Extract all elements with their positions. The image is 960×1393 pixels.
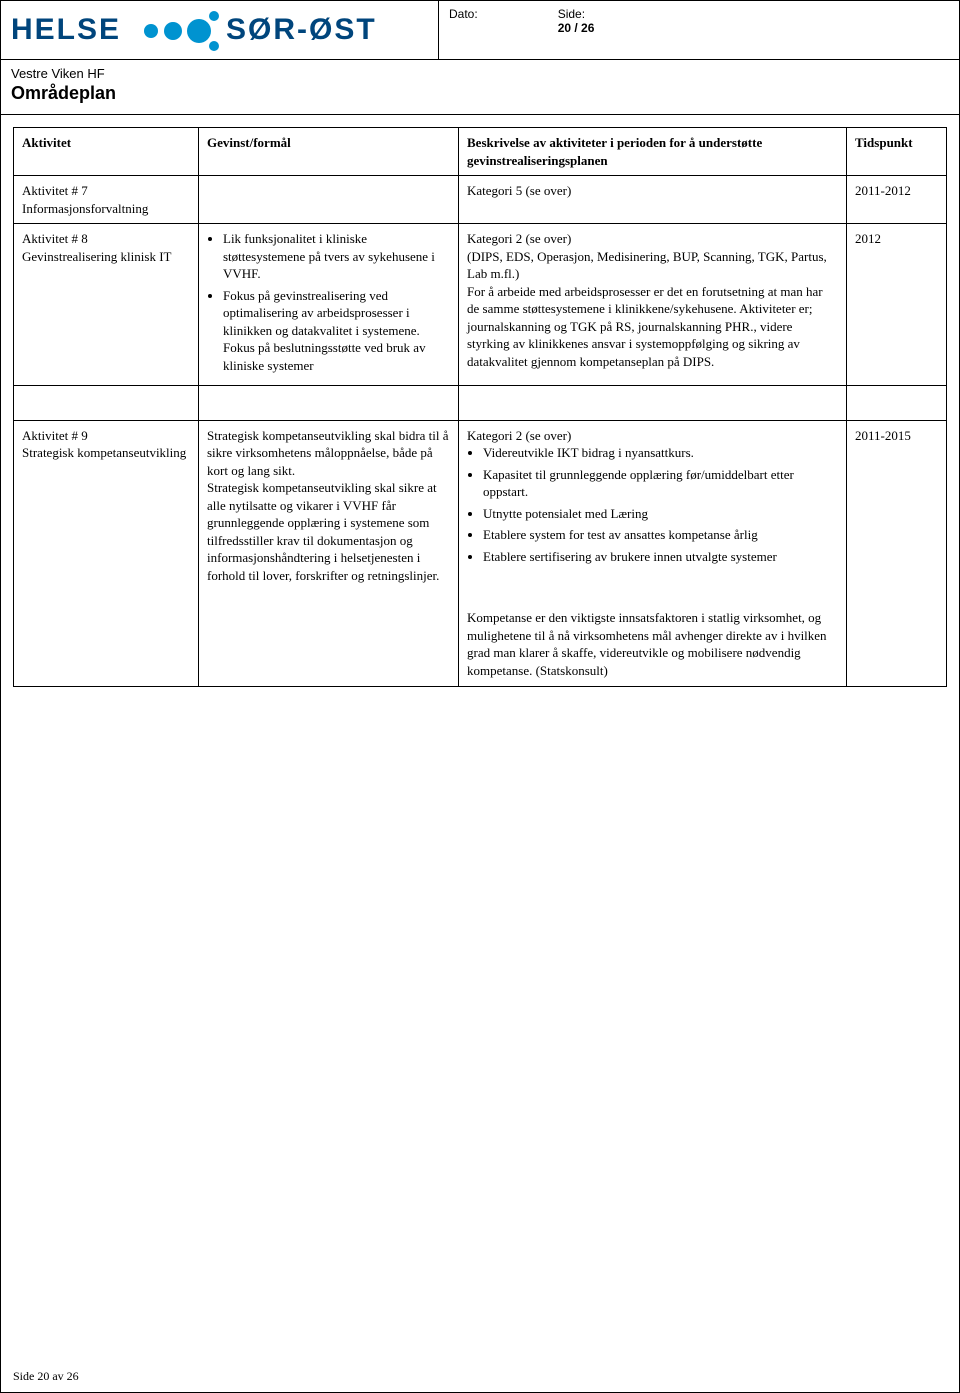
page-container: HELSE SØR-ØST Dato: Side: 20 / 26 Vestre… bbox=[0, 0, 960, 1393]
header-row: HELSE SØR-ØST Dato: Side: 20 / 26 bbox=[1, 1, 959, 60]
th-beskrivelse: Beskrivelse av aktiviteter i perioden fo… bbox=[459, 128, 847, 176]
svg-text:SØR-ØST: SØR-ØST bbox=[226, 13, 377, 46]
list-item: Videreutvikle IKT bidrag i nyansattkurs. bbox=[483, 444, 838, 462]
helse-sor-ost-logo: HELSE SØR-ØST bbox=[11, 9, 401, 51]
svg-text:HELSE: HELSE bbox=[11, 13, 121, 46]
th-aktivitet: Aktivitet bbox=[14, 128, 199, 176]
cell-r2-c4: 2012 bbox=[847, 224, 947, 385]
list-item: Fokus på gevinstrealisering ved optimali… bbox=[223, 287, 450, 375]
activity-table: Aktivitet Gevinst/formål Beskrivelse av … bbox=[13, 127, 947, 687]
cell-r3-c4: 2011-2015 bbox=[847, 420, 947, 686]
table-row: Aktivitet # 7 Informasjonsforvaltning Ka… bbox=[14, 176, 947, 224]
cell-r1-c4: 2011-2012 bbox=[847, 176, 947, 224]
cell-r3-c2: Strategisk kompetanseutvikling skal bidr… bbox=[199, 420, 459, 686]
dato-label: Dato: bbox=[449, 7, 478, 21]
list-item: Lik funksjonalitet i kliniske støttesyst… bbox=[223, 230, 450, 283]
org-row: Vestre Viken HF Områdeplan bbox=[1, 60, 959, 115]
list-item: Etablere system for test av ansattes kom… bbox=[483, 526, 838, 544]
table-row: Aktivitet # 9 Strategisk kompetanseutvik… bbox=[14, 420, 947, 686]
table-header-row: Aktivitet Gevinst/formål Beskrivelse av … bbox=[14, 128, 947, 176]
org-name: Vestre Viken HF bbox=[11, 66, 949, 81]
competence-tail: Kompetanse er den viktigste innsatsfakto… bbox=[467, 609, 838, 679]
cell-r3-c3: Kategori 2 (se over) Videreutvikle IKT b… bbox=[459, 420, 847, 686]
side-label: Side: bbox=[558, 7, 595, 21]
page-footer: Side 20 av 26 bbox=[1, 1363, 959, 1392]
cell-r1-c2 bbox=[199, 176, 459, 224]
kategori-label: Kategori 2 (se over) bbox=[467, 427, 838, 445]
doc-title: Områdeplan bbox=[11, 83, 949, 104]
list-item: Etablere sertifisering av brukere innen … bbox=[483, 548, 838, 566]
cell-r1-c3: Kategori 5 (se over) bbox=[459, 176, 847, 224]
th-gevinst: Gevinst/formål bbox=[199, 128, 459, 176]
side-value: 20 / 26 bbox=[558, 21, 595, 35]
cell-r2-c2: Lik funksjonalitet i kliniske støttesyst… bbox=[199, 224, 459, 385]
spacer-row bbox=[14, 385, 947, 420]
th-tidspunkt: Tidspunkt bbox=[847, 128, 947, 176]
cell-r3-c1: Aktivitet # 9 Strategisk kompetanseutvik… bbox=[14, 420, 199, 686]
cell-r2-c3: Kategori 2 (se over) (DIPS, EDS, Operasj… bbox=[459, 224, 847, 385]
table-row: Aktivitet # 8 Gevinstrealisering klinisk… bbox=[14, 224, 947, 385]
list-item: Utnytte potensialet med Læring bbox=[483, 505, 838, 523]
list-item: Kapasitet til grunnleggende opplæring fø… bbox=[483, 466, 838, 501]
content-area: Aktivitet Gevinst/formål Beskrivelse av … bbox=[1, 115, 959, 1363]
header-meta: Dato: Side: 20 / 26 bbox=[439, 1, 959, 59]
logo-cell: HELSE SØR-ØST bbox=[1, 1, 439, 59]
cell-r1-c1: Aktivitet # 7 Informasjonsforvaltning bbox=[14, 176, 199, 224]
cell-r2-c1: Aktivitet # 8 Gevinstrealisering klinisk… bbox=[14, 224, 199, 385]
